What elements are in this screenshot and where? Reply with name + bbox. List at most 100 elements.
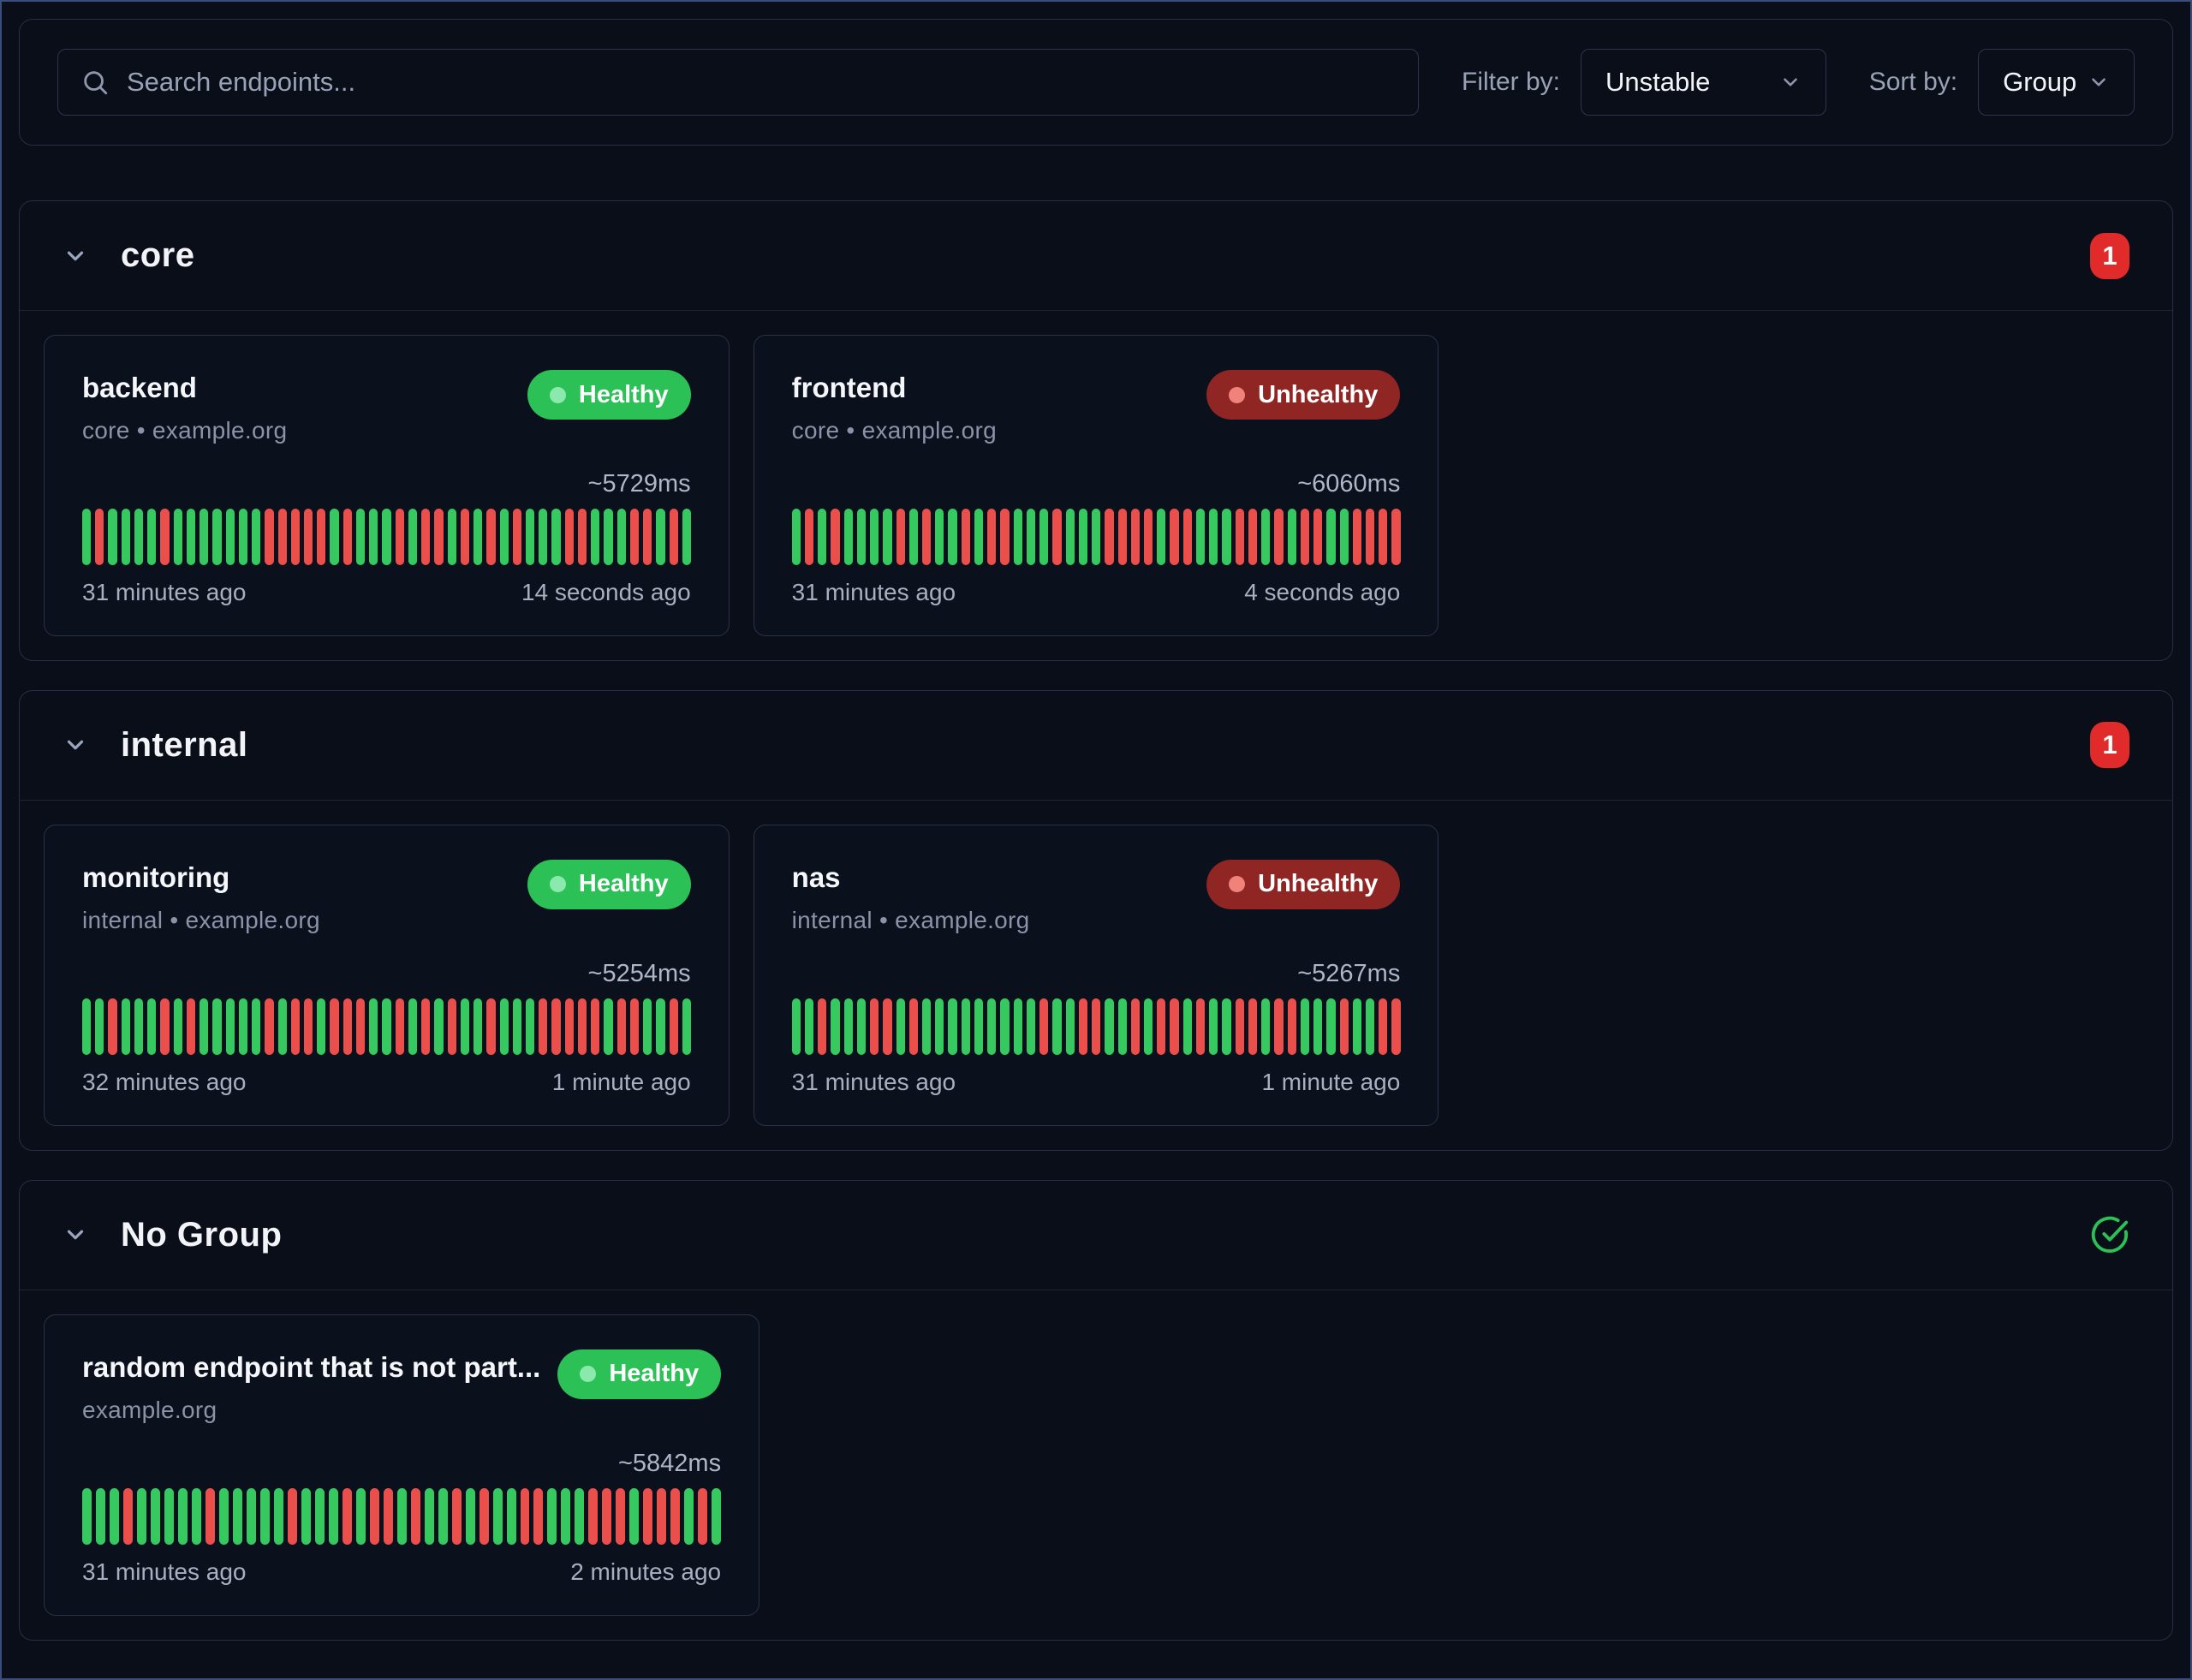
history-bar[interactable] bbox=[200, 998, 209, 1055]
history-bar[interactable] bbox=[604, 998, 613, 1055]
history-bar[interactable] bbox=[259, 1487, 270, 1545]
history-bar[interactable] bbox=[591, 508, 600, 565]
history-bar[interactable] bbox=[1039, 508, 1049, 565]
history-bar[interactable] bbox=[408, 998, 418, 1055]
history-bar[interactable] bbox=[1274, 998, 1284, 1055]
chevron-down-icon[interactable] bbox=[63, 732, 88, 758]
history-bar[interactable] bbox=[987, 508, 997, 565]
history-bar[interactable] bbox=[252, 508, 261, 565]
history-bar[interactable] bbox=[277, 508, 287, 565]
history-bar[interactable] bbox=[1170, 998, 1179, 1055]
history-bar[interactable] bbox=[342, 998, 352, 1055]
history-bar[interactable] bbox=[512, 508, 521, 565]
history-bar[interactable] bbox=[547, 1487, 557, 1545]
history-bar[interactable] bbox=[1313, 998, 1323, 1055]
history-bar[interactable] bbox=[465, 1487, 475, 1545]
history-bar[interactable] bbox=[602, 1487, 612, 1545]
search-box[interactable] bbox=[57, 49, 1419, 116]
history-bar[interactable] bbox=[205, 1487, 215, 1545]
history-bar[interactable] bbox=[1261, 508, 1271, 565]
history-bar[interactable] bbox=[577, 998, 587, 1055]
history-bar[interactable] bbox=[818, 508, 827, 565]
history-bar[interactable] bbox=[1326, 998, 1336, 1055]
history-bar[interactable] bbox=[1182, 508, 1192, 565]
history-bar[interactable] bbox=[908, 998, 918, 1055]
history-bar[interactable] bbox=[1157, 508, 1166, 565]
history-bar[interactable] bbox=[669, 508, 678, 565]
history-bar[interactable] bbox=[577, 508, 587, 565]
history-bar[interactable] bbox=[656, 998, 665, 1055]
history-bar[interactable] bbox=[1365, 998, 1375, 1055]
history-bar[interactable] bbox=[1117, 508, 1127, 565]
history-bar[interactable] bbox=[1065, 998, 1075, 1055]
history-bar[interactable] bbox=[134, 998, 144, 1055]
history-bar[interactable] bbox=[1379, 508, 1388, 565]
history-bar[interactable] bbox=[616, 508, 626, 565]
history-bar[interactable] bbox=[1287, 998, 1296, 1055]
history-bar[interactable] bbox=[684, 1487, 694, 1545]
history-bar[interactable] bbox=[804, 508, 814, 565]
history-bar[interactable] bbox=[301, 1487, 311, 1545]
history-bar[interactable] bbox=[1092, 998, 1101, 1055]
history-bar[interactable] bbox=[1261, 998, 1271, 1055]
history-bar[interactable] bbox=[395, 998, 404, 1055]
history-bar[interactable] bbox=[1143, 998, 1153, 1055]
history-bar[interactable] bbox=[191, 1487, 201, 1545]
history-bar[interactable] bbox=[1274, 508, 1284, 565]
history-bar[interactable] bbox=[1000, 998, 1010, 1055]
history-bar[interactable] bbox=[1235, 508, 1244, 565]
history-bar[interactable] bbox=[369, 1487, 379, 1545]
sort-select[interactable]: Group bbox=[1978, 49, 2135, 116]
history-bar[interactable] bbox=[1339, 998, 1349, 1055]
history-bar[interactable] bbox=[1026, 508, 1036, 565]
history-bar[interactable] bbox=[1339, 508, 1349, 565]
chevron-down-icon[interactable] bbox=[63, 243, 88, 269]
history-bar[interactable] bbox=[1222, 508, 1231, 565]
history-bar[interactable] bbox=[447, 998, 456, 1055]
history-bar[interactable] bbox=[136, 1487, 146, 1545]
history-bar[interactable] bbox=[643, 508, 652, 565]
history-bar[interactable] bbox=[883, 998, 892, 1055]
history-bar[interactable] bbox=[265, 998, 274, 1055]
history-bar[interactable] bbox=[479, 1487, 489, 1545]
history-bar[interactable] bbox=[1222, 998, 1231, 1055]
history-bar[interactable] bbox=[520, 1487, 530, 1545]
history-bar[interactable] bbox=[225, 508, 235, 565]
history-bar[interactable] bbox=[525, 508, 535, 565]
history-bar[interactable] bbox=[474, 998, 483, 1055]
history-bar[interactable] bbox=[1000, 508, 1010, 565]
history-bar[interactable] bbox=[1078, 998, 1088, 1055]
history-bar[interactable] bbox=[870, 508, 879, 565]
history-bar[interactable] bbox=[1248, 998, 1258, 1055]
history-bar[interactable] bbox=[486, 508, 496, 565]
history-bar[interactable] bbox=[95, 998, 104, 1055]
history-bar[interactable] bbox=[1065, 508, 1075, 565]
history-bar[interactable] bbox=[434, 508, 444, 565]
search-input[interactable] bbox=[127, 67, 1396, 98]
history-bar[interactable] bbox=[961, 508, 970, 565]
history-bar[interactable] bbox=[186, 508, 196, 565]
history-bar[interactable] bbox=[95, 508, 104, 565]
history-bar[interactable] bbox=[506, 1487, 516, 1545]
history-bar[interactable] bbox=[588, 1487, 599, 1545]
history-bar[interactable] bbox=[1326, 508, 1336, 565]
history-bar[interactable] bbox=[1379, 998, 1388, 1055]
history-bar[interactable] bbox=[575, 1487, 585, 1545]
history-bar[interactable] bbox=[383, 1487, 393, 1545]
history-bar[interactable] bbox=[451, 1487, 462, 1545]
history-bar[interactable] bbox=[303, 508, 313, 565]
history-bar[interactable] bbox=[212, 508, 222, 565]
history-bar[interactable] bbox=[1195, 508, 1206, 565]
history-bar[interactable] bbox=[317, 998, 326, 1055]
history-bar[interactable] bbox=[948, 998, 957, 1055]
history-bar[interactable] bbox=[539, 508, 548, 565]
history-bar[interactable] bbox=[922, 508, 932, 565]
history-bar[interactable] bbox=[160, 998, 170, 1055]
history-bar[interactable] bbox=[908, 508, 918, 565]
history-bar[interactable] bbox=[1105, 508, 1114, 565]
history-bar[interactable] bbox=[1365, 508, 1375, 565]
history-bar[interactable] bbox=[95, 1487, 105, 1545]
history-bar[interactable] bbox=[564, 998, 574, 1055]
history-bar[interactable] bbox=[330, 508, 339, 565]
history-bar[interactable] bbox=[682, 508, 692, 565]
